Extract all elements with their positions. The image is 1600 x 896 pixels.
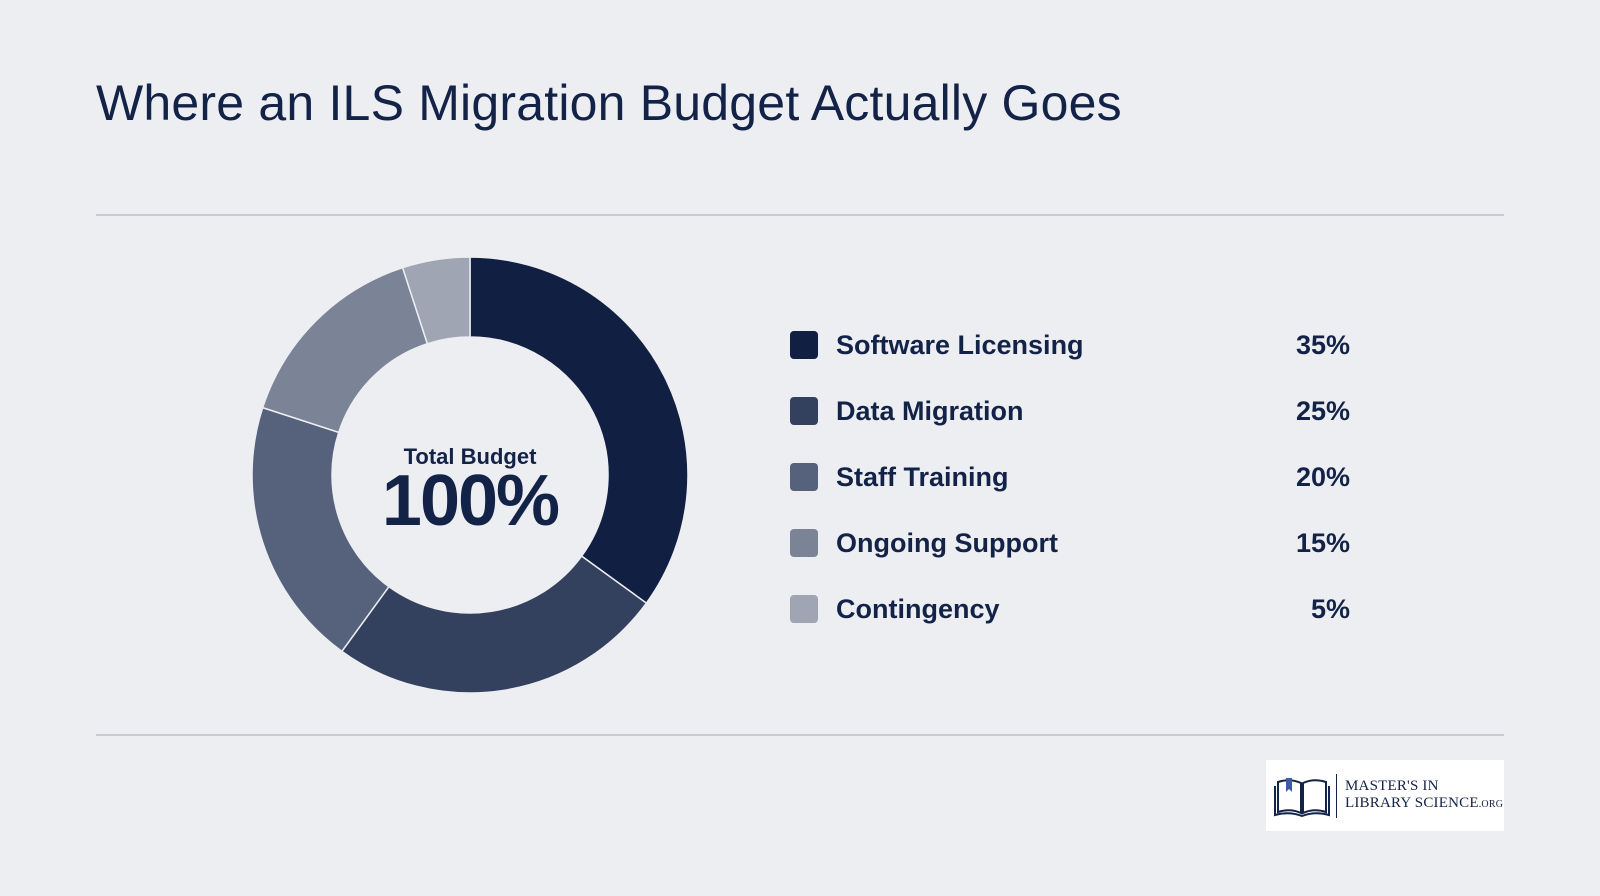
legend-value-data-migration: 25%: [1295, 395, 1350, 426]
legend-label-staff-training: Staff Training: [836, 461, 1009, 492]
top-divider: [96, 214, 1504, 216]
legend-value-contingency: 5%: [1310, 593, 1350, 624]
legend-item-software-licensing: Software Licensing 35%: [790, 312, 1350, 378]
legend-item-contingency: Contingency 5%: [790, 576, 1350, 642]
legend-swatch-data-migration: [790, 397, 818, 425]
legend-item-data-migration: Data Migration 25%: [790, 378, 1350, 444]
logo-divider: [1336, 773, 1337, 818]
bottom-divider: [96, 734, 1504, 736]
donut-slice-data-migration: [340, 555, 648, 694]
chart-title: Where an ILS Migration Budget Actually G…: [96, 75, 1122, 131]
legend-swatch-software-licensing: [790, 331, 818, 359]
legend-label-ongoing-support: Ongoing Support: [836, 527, 1058, 558]
site-logo: MASTER'S IN LIBRARY SCIENCE.ORG: [1266, 760, 1504, 831]
logo-text: MASTER'S IN LIBRARY SCIENCE.ORG: [1345, 778, 1503, 813]
legend-swatch-ongoing-support: [790, 529, 818, 557]
center-label: Total Budget: [403, 444, 537, 469]
legend-label-contingency: Contingency: [836, 593, 1000, 624]
center-value: 100%: [381, 461, 560, 541]
logo-line-2: LIBRARY SCIENCE: [1345, 795, 1479, 811]
legend-value-staff-training: 20%: [1295, 461, 1350, 492]
legend-swatch-contingency: [790, 595, 818, 623]
legend-label-software-licensing: Software Licensing: [836, 329, 1084, 360]
donut-slice-ongoing-support: [261, 266, 429, 434]
legend-value-ongoing-support: 15%: [1295, 527, 1350, 558]
legend-item-staff-training: Staff Training 20%: [790, 444, 1350, 510]
legend-swatch-staff-training: [790, 463, 818, 491]
logo-suffix: .ORG: [1478, 799, 1504, 810]
legend: Software Licensing 35% Data Migration 25% St…: [790, 312, 1350, 642]
donut-slice-contingency: [401, 256, 471, 345]
legend-item-ongoing-support: Ongoing Support 15%: [790, 510, 1350, 576]
logo-line-1: MASTER'S IN: [1345, 778, 1439, 794]
open-book-icon: [1274, 777, 1330, 817]
donut-chart: [251, 256, 689, 694]
legend-value-software-licensing: 35%: [1295, 329, 1350, 360]
donut-slice-staff-training: [251, 406, 390, 653]
legend-label-data-migration: Data Migration: [836, 395, 1024, 426]
donut-slice-software-licensing: [469, 256, 689, 605]
